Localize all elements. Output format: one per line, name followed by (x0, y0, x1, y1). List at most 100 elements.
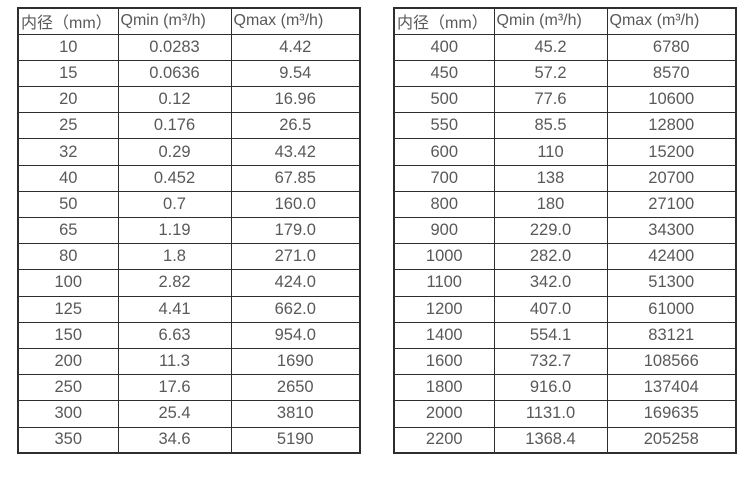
table-cell: 25.4 (117, 400, 232, 428)
table-cell: 229.0 (493, 216, 608, 245)
table-cell: 42400 (606, 243, 737, 271)
table-row: 25 0.176 26.5 (17, 112, 361, 140)
table-row: 500 77.6 10600 (393, 86, 737, 114)
table-cell: 34.6 (117, 426, 232, 454)
table-cell: 554.1 (493, 321, 608, 349)
table-row: 32 0.29 43.42 (17, 138, 361, 166)
table-cell: 4.41 (117, 295, 232, 323)
table-row: 1000 282.0 42400 (393, 243, 737, 271)
table-cell: 1600 (393, 347, 495, 376)
table-cell: 10 (17, 33, 119, 61)
table-row: 20 0.12 16.96 (17, 86, 361, 114)
table-row: 450 57.2 8570 (393, 59, 737, 88)
table-cell: 2200 (393, 426, 495, 454)
table-row: 200 11.3 1690 (17, 347, 361, 376)
table-cell: 180 (493, 190, 608, 219)
table-cell: 1000 (393, 243, 495, 271)
table-cell: 179.0 (230, 216, 361, 245)
table-cell: 67.85 (230, 164, 361, 192)
table-cell: 15200 (606, 138, 737, 166)
table-cell: 16.96 (230, 86, 361, 114)
table-row: 1200 407.0 61000 (393, 295, 737, 323)
table-row: 65 1.19 179.0 (17, 216, 361, 245)
table-cell: 954.0 (230, 321, 361, 349)
table-cell: 150 (17, 321, 119, 349)
column-header: Qmin (m³/h) (493, 7, 608, 35)
table-row: 800 180 27100 (393, 190, 737, 219)
table-row: 400 45.2 6780 (393, 33, 737, 61)
column-header: Qmax (m³/h) (606, 7, 737, 35)
table-cell: 282.0 (493, 243, 608, 271)
table-cell: 407.0 (493, 295, 608, 323)
table-cell: 732.7 (493, 347, 608, 376)
table-cell: 169635 (606, 400, 737, 428)
table-cell: 0.29 (117, 138, 232, 166)
table-cell: 80 (17, 243, 119, 271)
table-cell: 65 (17, 216, 119, 245)
table-cell: 77.6 (493, 86, 608, 114)
table-row: 2000 1131.0 169635 (393, 400, 737, 428)
table-cell: 400 (393, 33, 495, 61)
table-cell: 1800 (393, 374, 495, 402)
table-row: 1100 342.0 51300 (393, 269, 737, 297)
table-cell: 108566 (606, 347, 737, 376)
table-cell: 1131.0 (493, 400, 608, 428)
table-cell: 100 (17, 269, 119, 297)
table-cell: 0.176 (117, 112, 232, 140)
table-cell: 450 (393, 59, 495, 88)
table-cell: 2650 (230, 374, 361, 402)
table-cell: 500 (393, 86, 495, 114)
table-row: 10 0.0283 4.42 (17, 33, 361, 61)
table-cell: 5190 (230, 426, 361, 454)
table-cell: 6780 (606, 33, 737, 61)
table-row: 250 17.6 2650 (17, 374, 361, 402)
table-cell: 0.0636 (117, 59, 232, 88)
table-cell: 1400 (393, 321, 495, 349)
table-row: 40 0.452 67.85 (17, 164, 361, 192)
table-cell: 4.42 (230, 33, 361, 61)
table-row: 350 34.6 5190 (17, 426, 361, 454)
table-cell: 26.5 (230, 112, 361, 140)
table-cell: 17.6 (117, 374, 232, 402)
table-row: 900 229.0 34300 (393, 216, 737, 245)
table-cell: 271.0 (230, 243, 361, 271)
table-row: 80 1.8 271.0 (17, 243, 361, 271)
table-cell: 50 (17, 190, 119, 219)
table-row: 600 110 15200 (393, 138, 737, 166)
table-cell: 0.7 (117, 190, 232, 219)
table-cell: 27100 (606, 190, 737, 219)
table-cell: 916.0 (493, 374, 608, 402)
table-cell: 32 (17, 138, 119, 166)
table-cell: 110 (493, 138, 608, 166)
table-cell: 57.2 (493, 59, 608, 88)
table-cell: 43.42 (230, 138, 361, 166)
table-cell: 1.8 (117, 243, 232, 271)
table-cell: 342.0 (493, 269, 608, 297)
table-cell: 11.3 (117, 347, 232, 376)
table-cell: 25 (17, 112, 119, 140)
table-row: 700 138 20700 (393, 164, 737, 192)
table-cell: 20 (17, 86, 119, 114)
table-row: 150 6.63 954.0 (17, 321, 361, 349)
table-cell: 61000 (606, 295, 737, 323)
tables-container: 内径（mm） Qmin (m³/h) Qmax (m³/h) 10 0.0283 4.4… (17, 7, 737, 455)
table-cell: 0.0283 (117, 33, 232, 61)
table-row: 300 25.4 3810 (17, 400, 361, 428)
table-cell: 125 (17, 295, 119, 323)
table-cell: 34300 (606, 216, 737, 245)
column-header: 内径（mm） (393, 7, 495, 35)
table-cell: 662.0 (230, 295, 361, 323)
table-cell: 700 (393, 164, 495, 192)
table-cell: 1.19 (117, 216, 232, 245)
table-row: 2200 1368.4 205258 (393, 426, 737, 454)
table-cell: 51300 (606, 269, 737, 297)
table-cell: 800 (393, 190, 495, 219)
table-cell: 12800 (606, 112, 737, 140)
table-cell: 9.54 (230, 59, 361, 88)
table-row: 550 85.5 12800 (393, 112, 737, 140)
table-cell: 0.12 (117, 86, 232, 114)
table-row: 125 4.41 662.0 (17, 295, 361, 323)
table-cell: 45.2 (493, 33, 608, 61)
table-row: 1400 554.1 83121 (393, 321, 737, 349)
table-cell: 3810 (230, 400, 361, 428)
